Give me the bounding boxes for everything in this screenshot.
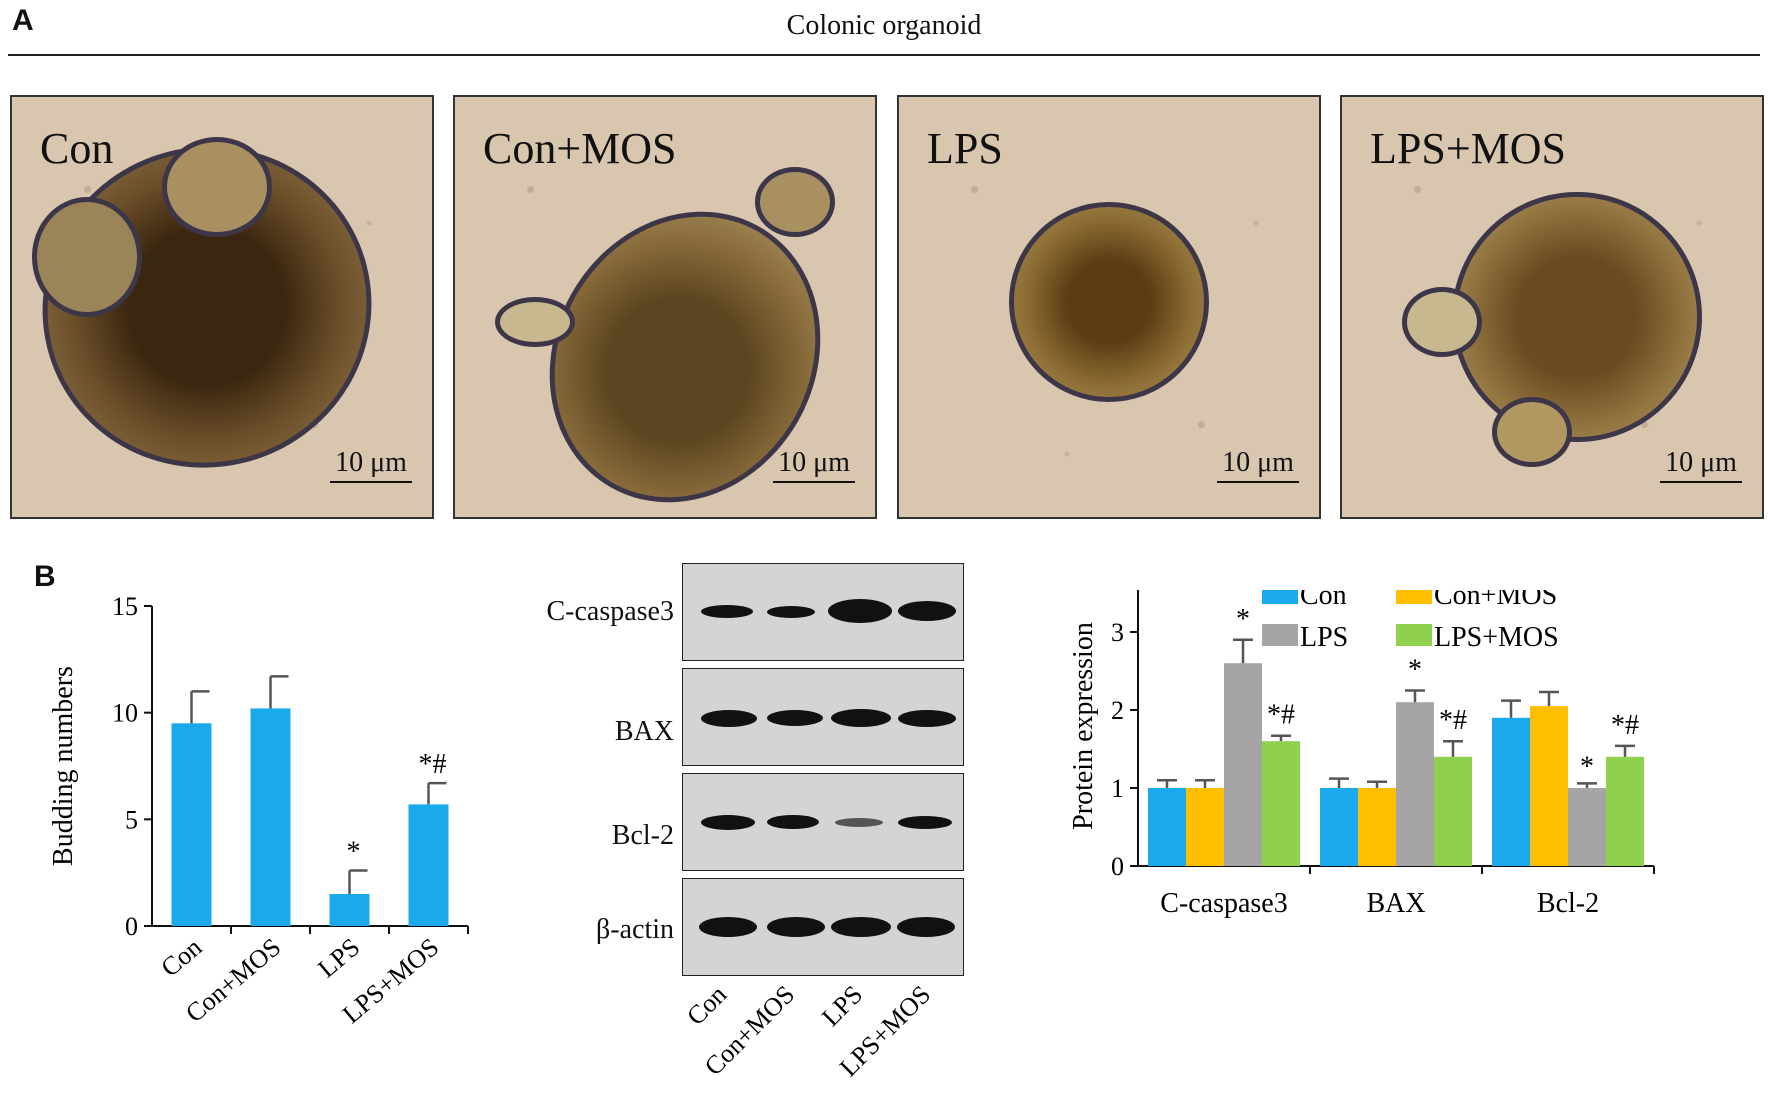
blot-lane-label: LPS [816, 980, 868, 1032]
x-tick-label: Bcl-2 [1537, 888, 1599, 919]
scale-bar: 10 μm [773, 447, 855, 483]
micrograph-con: Con 10 μm [10, 95, 434, 519]
micrograph-lps: LPS 10 μm [897, 95, 1321, 519]
bar [1262, 741, 1300, 866]
significance-mark: *# [1267, 700, 1295, 731]
micrograph-label: Con+MOS [483, 124, 677, 173]
blot-strip-bax [682, 668, 964, 766]
bar [408, 804, 449, 926]
y-tick-label: 0 [1111, 852, 1124, 881]
x-tick-label: LPS [312, 932, 365, 983]
blot-lane-labels: Con Con+MOS LPS LPS+MOS [681, 980, 936, 1082]
y-tick-label: 0 [125, 912, 138, 941]
significance-mark: *# [1611, 710, 1639, 741]
bar [171, 723, 212, 926]
bar [329, 894, 370, 926]
bar [250, 708, 291, 926]
y-axis-label: Protein expression [1068, 622, 1099, 830]
blot-strip-bcl2 [682, 773, 964, 871]
significance-mark: *# [1439, 705, 1467, 736]
bar [1224, 663, 1262, 866]
panel-a-letter: A [12, 4, 34, 37]
bar [1320, 788, 1358, 866]
bar [1396, 702, 1434, 866]
blot-row-label: BAX [614, 716, 674, 747]
micrograph-label: Con [40, 124, 114, 173]
bar [1186, 788, 1224, 866]
bar [1492, 717, 1530, 866]
blot-row-label: C-caspase3 [546, 596, 674, 627]
panel-b-letter: B [34, 560, 56, 593]
significance-mark: *# [419, 749, 447, 780]
scale-bar: 10 μm [1660, 447, 1742, 483]
blot-row-label: Bcl-2 [611, 820, 674, 851]
x-tick-label: Con [156, 932, 208, 982]
bar [1530, 706, 1568, 866]
micrograph-lps-mos: LPS+MOS 10 μm [1340, 95, 1764, 519]
protein-chart: 01234**#C-caspase3**#BAX**#Bcl-2Protein … [1068, 590, 1655, 919]
significance-mark: * [1580, 751, 1594, 782]
y-tick-label: 2 [1111, 696, 1124, 725]
blot-lane-label: Con [681, 980, 732, 1031]
blot-strip-beta-actin [682, 878, 964, 976]
x-tick-label: BAX [1366, 888, 1425, 919]
legend-label: LPS+MOS [1434, 622, 1559, 653]
scale-bar: 10 μm [1217, 447, 1299, 483]
bar [1568, 788, 1606, 866]
bar [1148, 788, 1186, 866]
y-tick-label: 10 [112, 699, 138, 728]
scale-bar: 10 μm [330, 447, 412, 483]
y-tick-label: 1 [1111, 774, 1124, 803]
bar [1606, 756, 1644, 866]
legend-label: Con+MOS [1434, 590, 1557, 611]
significance-mark: * [1236, 604, 1250, 635]
micrograph-label: LPS [927, 124, 1003, 173]
y-tick-label: 5 [125, 805, 138, 834]
x-tick-label: C-caspase3 [1160, 888, 1288, 919]
legend-swatch [1396, 590, 1432, 604]
y-tick-label: 15 [112, 592, 138, 621]
legend-label: LPS [1300, 622, 1348, 653]
title-divider [8, 54, 1760, 56]
micrograph-label: LPS+MOS [1370, 124, 1567, 173]
significance-mark: * [347, 837, 361, 868]
blot-strip-c-caspase3 [682, 563, 964, 661]
y-axis-label: Budding numbers [48, 666, 79, 866]
legend-swatch [1262, 624, 1298, 646]
bar [1434, 756, 1472, 866]
legend-swatch [1262, 590, 1298, 604]
y-tick-label: 3 [1111, 618, 1124, 647]
panel-a-title: Colonic organoid [786, 10, 982, 41]
significance-mark: * [1408, 655, 1422, 686]
micrograph-con-mos: Con+MOS 10 μm [453, 95, 877, 519]
blot-row-label: β-actin [596, 914, 674, 945]
legend-swatch [1396, 624, 1432, 646]
legend-label: Con [1300, 590, 1347, 611]
bar [1358, 788, 1396, 866]
